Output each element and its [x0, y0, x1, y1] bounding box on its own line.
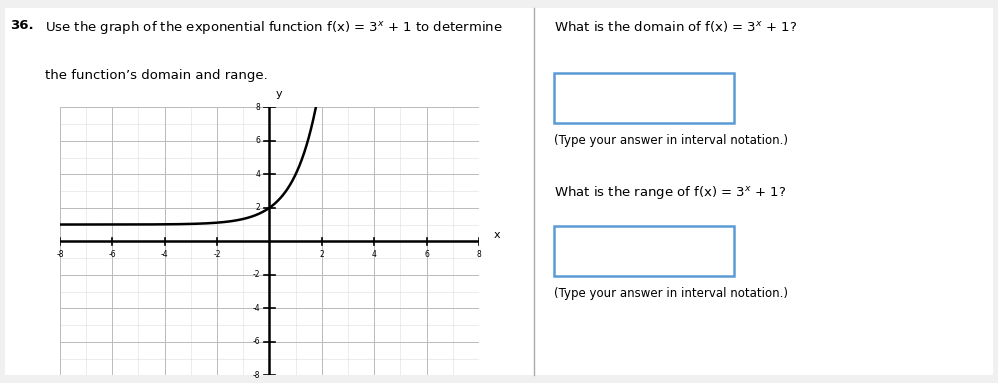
Text: -8: -8 — [56, 250, 64, 259]
Text: -6: -6 — [252, 337, 260, 346]
Text: -2: -2 — [214, 250, 221, 259]
Text: 8: 8 — [477, 250, 481, 259]
Text: Use the graph of the exponential function f(x) = 3$^x$ + 1 to determine: Use the graph of the exponential functio… — [45, 19, 503, 36]
Text: 8: 8 — [255, 103, 260, 112]
Text: 4: 4 — [255, 170, 260, 179]
Text: (Type your answer in interval notation.): (Type your answer in interval notation.) — [554, 134, 787, 147]
Text: -8: -8 — [252, 371, 260, 380]
Text: 2: 2 — [319, 250, 324, 259]
Text: 36.: 36. — [10, 19, 34, 32]
Text: 2: 2 — [255, 203, 260, 212]
Text: (Type your answer in interval notation.): (Type your answer in interval notation.) — [554, 287, 787, 300]
Text: y: y — [275, 89, 282, 99]
FancyBboxPatch shape — [5, 8, 993, 375]
Text: x: x — [494, 231, 501, 241]
Text: 6: 6 — [255, 136, 260, 145]
Text: What is the domain of f(x) = 3$^x$ + 1?: What is the domain of f(x) = 3$^x$ + 1? — [554, 19, 797, 34]
Text: the function’s domain and range.: the function’s domain and range. — [45, 69, 267, 82]
Text: What is the range of f(x) = 3$^x$ + 1?: What is the range of f(x) = 3$^x$ + 1? — [554, 184, 786, 201]
Text: -4: -4 — [161, 250, 169, 259]
Text: -4: -4 — [252, 304, 260, 313]
FancyBboxPatch shape — [554, 226, 734, 276]
Text: 6: 6 — [424, 250, 429, 259]
FancyBboxPatch shape — [554, 73, 734, 123]
Text: -2: -2 — [252, 270, 260, 279]
Text: -6: -6 — [109, 250, 116, 259]
Text: 4: 4 — [372, 250, 376, 259]
